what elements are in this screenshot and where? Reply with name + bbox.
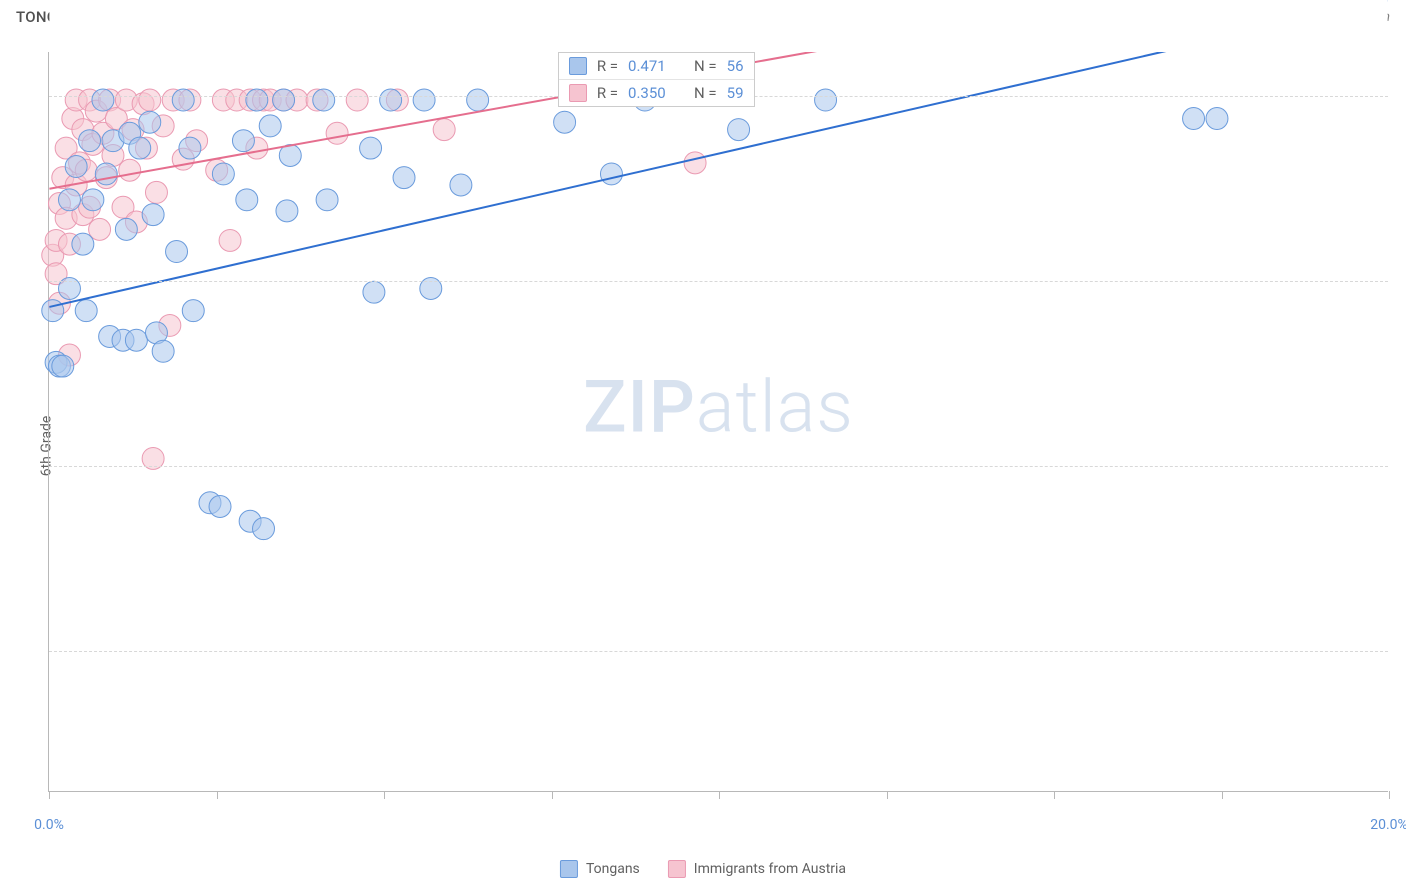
scatter-point bbox=[346, 89, 368, 111]
x-tick bbox=[49, 791, 50, 799]
stat-r-value: 0.471 bbox=[628, 57, 678, 75]
scatter-point bbox=[52, 355, 74, 377]
stat-r-value: 0.350 bbox=[628, 84, 678, 102]
scatter-point bbox=[82, 189, 104, 211]
scatter-point bbox=[815, 89, 837, 111]
scatter-point bbox=[209, 495, 231, 517]
scatter-point bbox=[179, 137, 201, 159]
scatter-point bbox=[246, 89, 268, 111]
x-tick bbox=[552, 791, 553, 799]
stat-r-label: R = bbox=[597, 84, 618, 102]
legend-swatch bbox=[668, 860, 686, 878]
legend-swatch bbox=[569, 84, 587, 102]
scatter-point bbox=[89, 218, 111, 240]
scatter-point bbox=[142, 204, 164, 226]
scatter-point bbox=[42, 300, 64, 322]
y-tick-label: 97.5% bbox=[1398, 273, 1406, 289]
scatter-point bbox=[326, 122, 348, 144]
x-tick bbox=[384, 791, 385, 799]
gridline bbox=[49, 651, 1388, 652]
bottom-legend: Tongans Immigrants from Austria bbox=[560, 860, 846, 878]
scatter-point bbox=[380, 89, 402, 111]
scatter-point bbox=[236, 189, 258, 211]
x-tick bbox=[1054, 791, 1055, 799]
scatter-point bbox=[75, 300, 97, 322]
stat-n-value: 56 bbox=[727, 57, 744, 75]
scatter-point bbox=[65, 156, 87, 178]
x-tick bbox=[887, 791, 888, 799]
stats-box: R = 0.471 N = 56 R = 0.350 N = 59 bbox=[558, 52, 755, 107]
scatter-point bbox=[253, 518, 275, 540]
scatter-point bbox=[79, 130, 101, 152]
scatter-point bbox=[450, 174, 472, 196]
scatter-point bbox=[139, 89, 161, 111]
scatter-point bbox=[232, 130, 254, 152]
stat-r-label: R = bbox=[597, 57, 618, 75]
scatter-point bbox=[313, 89, 335, 111]
legend-item: Immigrants from Austria bbox=[668, 860, 846, 878]
stats-row: R = 0.471 N = 56 bbox=[559, 53, 754, 80]
gridline bbox=[49, 466, 1388, 467]
scatter-chart: ZIPatlas 92.5%95.0%97.5%100.0%0.0%20.0%R… bbox=[48, 52, 1388, 792]
scatter-point bbox=[72, 233, 94, 255]
scatter-point bbox=[182, 300, 204, 322]
scatter-point bbox=[273, 89, 295, 111]
scatter-point bbox=[1206, 108, 1228, 130]
scatter-point bbox=[139, 111, 161, 133]
stats-row: R = 0.350 N = 59 bbox=[559, 80, 754, 106]
scatter-point bbox=[172, 89, 194, 111]
scatter-point bbox=[129, 137, 151, 159]
plot-svg bbox=[49, 52, 1388, 791]
scatter-point bbox=[728, 119, 750, 141]
scatter-point bbox=[554, 111, 576, 133]
y-tick-label: 100.0% bbox=[1398, 88, 1406, 104]
scatter-point bbox=[1183, 108, 1205, 130]
x-tick bbox=[217, 791, 218, 799]
scatter-point bbox=[92, 89, 114, 111]
scatter-point bbox=[119, 159, 141, 181]
scatter-point bbox=[433, 119, 455, 141]
scatter-point bbox=[600, 163, 622, 185]
scatter-point bbox=[467, 89, 489, 111]
legend-swatch bbox=[560, 860, 578, 878]
scatter-point bbox=[393, 167, 415, 189]
scatter-point bbox=[166, 241, 188, 263]
stat-n-label: N = bbox=[694, 57, 717, 75]
scatter-point bbox=[95, 163, 117, 185]
y-tick-label: 92.5% bbox=[1398, 643, 1406, 659]
scatter-point bbox=[684, 152, 706, 174]
scatter-point bbox=[363, 281, 385, 303]
legend-label: Immigrants from Austria bbox=[694, 861, 846, 877]
scatter-point bbox=[58, 189, 80, 211]
scatter-point bbox=[145, 181, 167, 203]
x-tick-label: 20.0% bbox=[1370, 817, 1406, 833]
scatter-point bbox=[152, 340, 174, 362]
scatter-point bbox=[259, 115, 281, 137]
legend-swatch bbox=[569, 57, 587, 75]
scatter-point bbox=[212, 163, 234, 185]
x-tick-label: 0.0% bbox=[34, 817, 64, 833]
scatter-point bbox=[219, 229, 241, 251]
stat-n-label: N = bbox=[694, 84, 717, 102]
scatter-point bbox=[360, 137, 382, 159]
legend-item: Tongans bbox=[560, 860, 640, 878]
x-tick bbox=[1222, 791, 1223, 799]
scatter-point bbox=[125, 329, 147, 351]
scatter-point bbox=[413, 89, 435, 111]
scatter-point bbox=[316, 189, 338, 211]
gridline bbox=[49, 281, 1388, 282]
scatter-point bbox=[276, 200, 298, 222]
x-tick bbox=[1389, 791, 1390, 799]
y-tick-label: 95.0% bbox=[1398, 458, 1406, 474]
x-tick bbox=[719, 791, 720, 799]
scatter-point bbox=[115, 218, 137, 240]
legend-label: Tongans bbox=[586, 861, 640, 877]
stat-n-value: 59 bbox=[727, 84, 744, 102]
